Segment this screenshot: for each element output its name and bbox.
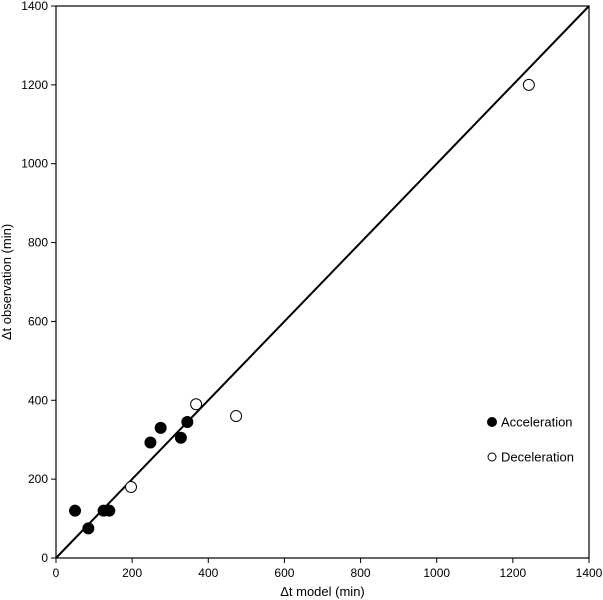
point-acceleration xyxy=(69,504,82,517)
x-tick-label: 0 xyxy=(53,566,60,580)
y-tick-label: 0 xyxy=(41,551,48,565)
x-tick-label: 600 xyxy=(274,566,294,580)
x-tick-label: 1400 xyxy=(576,566,603,580)
x-axis-label: Δt model (min) xyxy=(280,584,365,599)
x-tick-label: 800 xyxy=(351,566,371,580)
legend-label-deceleration: Deceleration xyxy=(501,450,574,465)
tick-marks xyxy=(51,5,590,563)
y-tick-label: 200 xyxy=(28,472,48,486)
point-acceleration xyxy=(174,431,187,444)
tick-labels: 0 200 400 600 800 1000 1200 1400 0 200 400 600 800 10… xyxy=(21,0,602,580)
legend-label-acceleration: Acceleration xyxy=(501,415,573,430)
x-tick-label: 400 xyxy=(198,566,218,580)
point-acceleration xyxy=(82,522,95,535)
point-deceleration xyxy=(190,398,203,411)
y-tick-label: 600 xyxy=(28,314,48,328)
x-tick-label: 200 xyxy=(122,566,142,580)
legend-marker-acceleration xyxy=(487,417,497,427)
y-axis-label: Δt observation (min) xyxy=(0,224,14,340)
legend: Acceleration Deceleration xyxy=(487,415,574,465)
y-tick-label: 400 xyxy=(28,393,48,407)
point-acceleration xyxy=(181,415,194,428)
y-tick-label: 1400 xyxy=(21,0,48,13)
point-acceleration xyxy=(103,504,116,517)
point-deceleration xyxy=(230,410,243,423)
point-acceleration xyxy=(144,436,157,449)
x-tick-label: 1200 xyxy=(500,566,527,580)
identity-line xyxy=(55,5,590,559)
point-deceleration xyxy=(522,78,535,91)
legend-marker-deceleration xyxy=(487,452,497,462)
y-tick-label: 800 xyxy=(28,236,48,250)
y-tick-label: 1200 xyxy=(21,78,48,92)
point-acceleration xyxy=(154,421,167,434)
y-tick-label: 1000 xyxy=(21,157,48,171)
point-deceleration xyxy=(125,481,138,494)
data-points xyxy=(69,78,535,535)
x-tick-label: 1000 xyxy=(423,566,450,580)
plot-area xyxy=(55,5,590,559)
